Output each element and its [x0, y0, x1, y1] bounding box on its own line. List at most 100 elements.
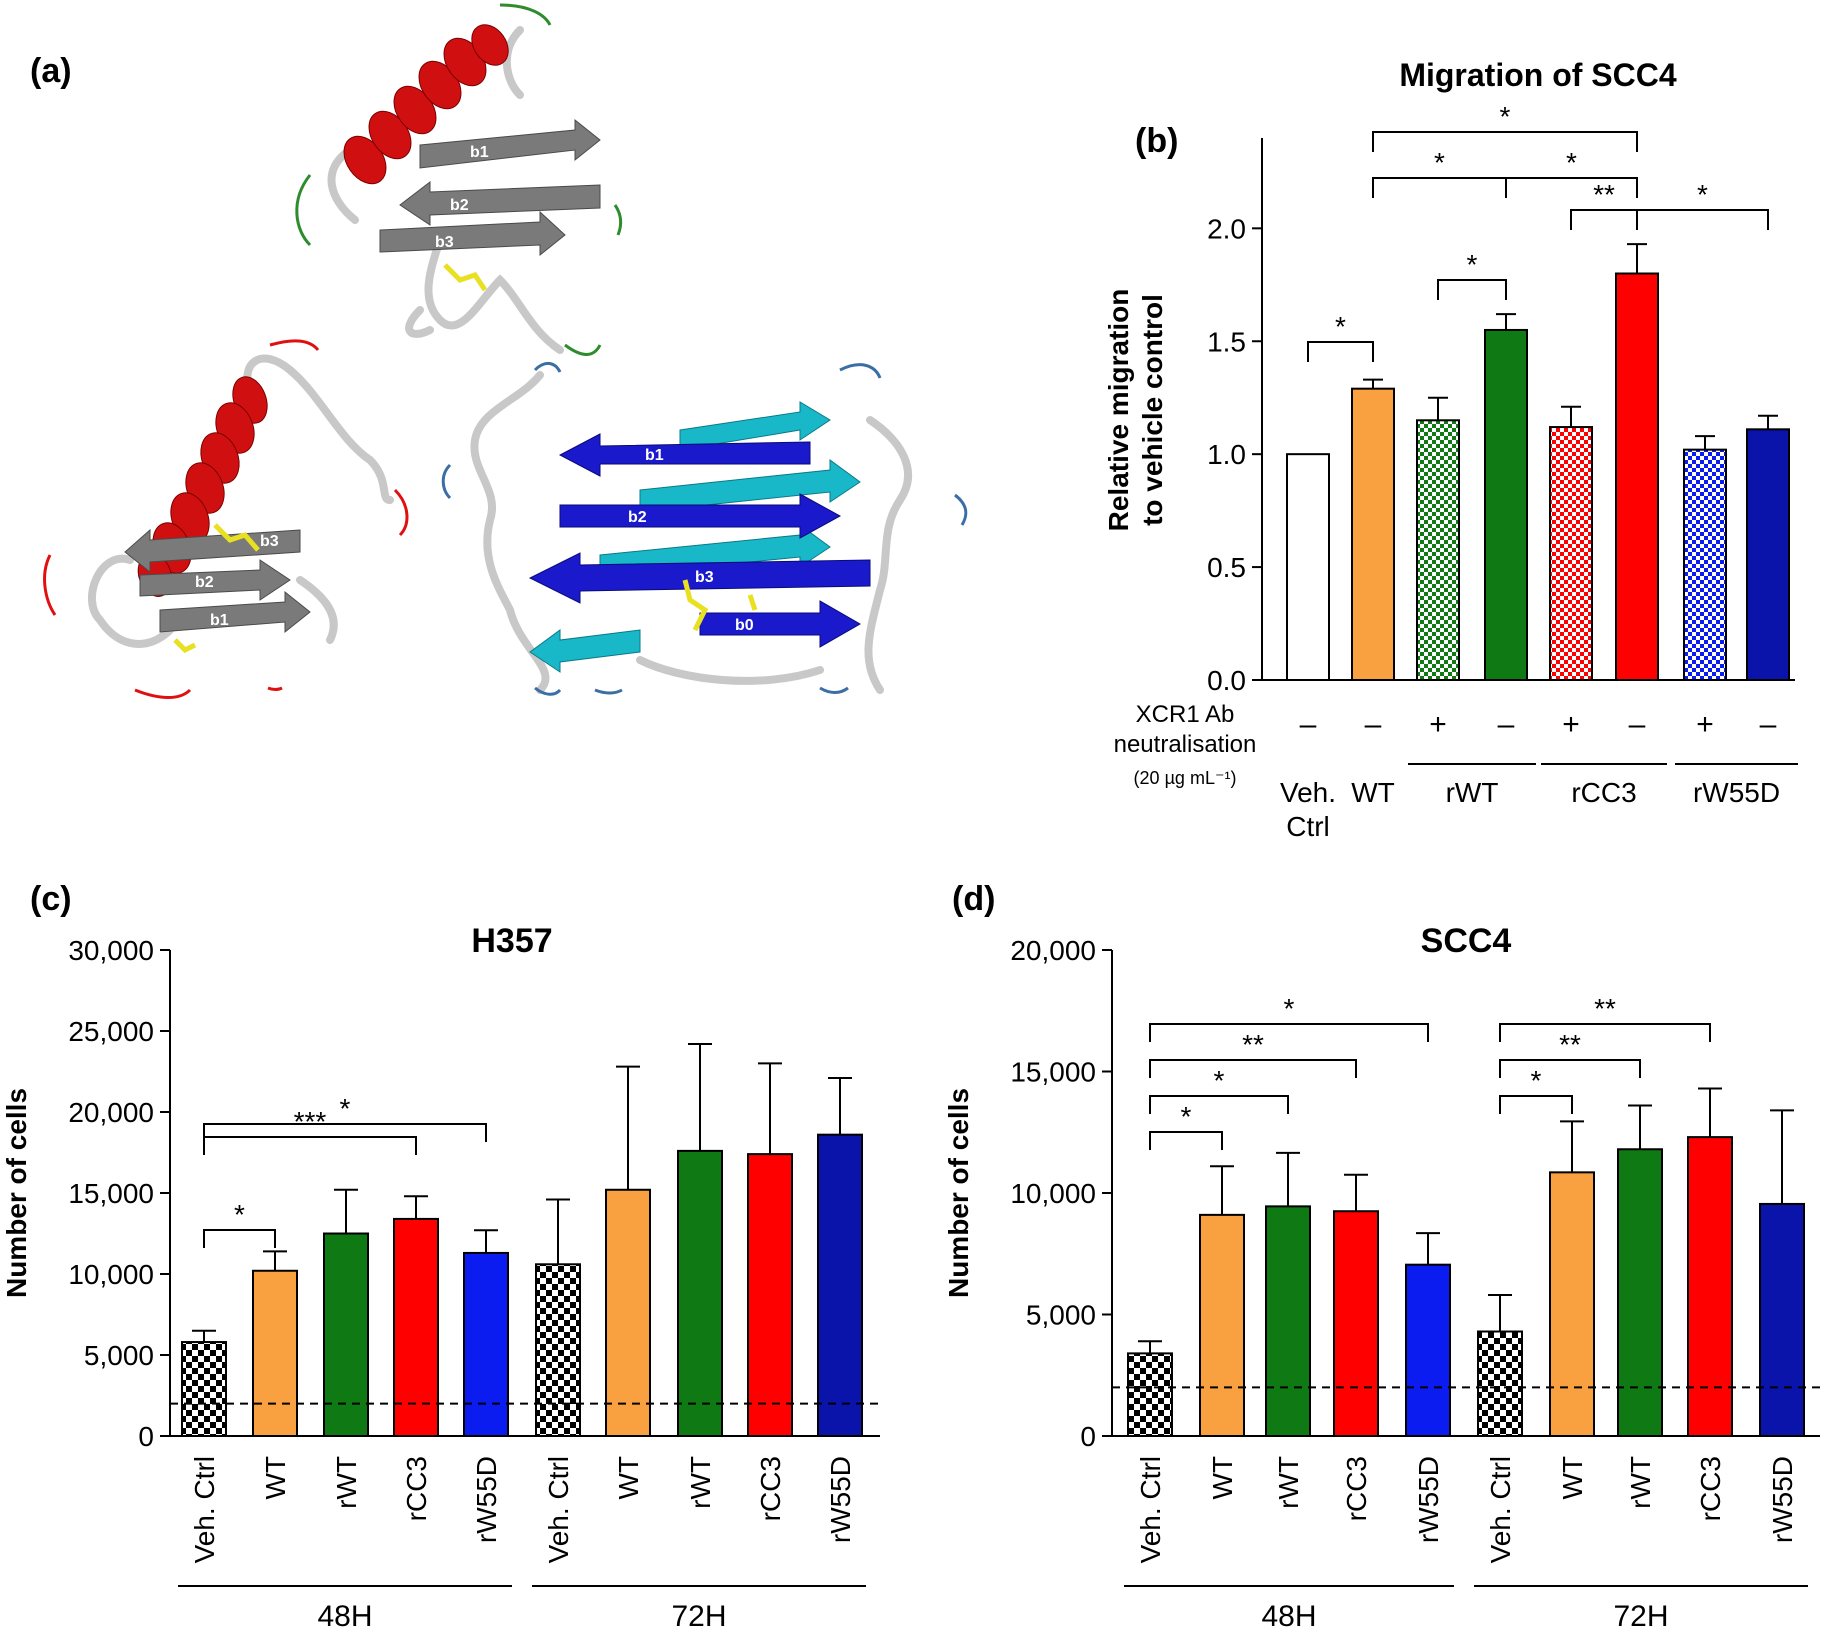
group-label: WT	[1351, 777, 1395, 808]
treatment-sign: +	[1429, 708, 1447, 741]
treatment-label: neutralisation	[1114, 731, 1257, 758]
group-label: Ctrl	[1286, 811, 1330, 842]
time-group-label: 48H	[1261, 1600, 1316, 1631]
chart-title: H357	[471, 922, 552, 960]
significance-label: *	[1697, 179, 1708, 210]
treatment-sign: –	[1629, 708, 1646, 741]
significance-label: ***	[294, 1106, 327, 1137]
y-tick-label: 10,000	[68, 1259, 154, 1290]
bar	[605, 1188, 651, 1438]
treatment-label: XCR1 Ab	[1136, 701, 1235, 728]
significance-bracket	[1372, 131, 1638, 152]
chart-title: SCC4	[1421, 922, 1512, 960]
bar	[1549, 426, 1593, 682]
bar	[1687, 1136, 1733, 1437]
disulfide-bond	[747, 594, 758, 611]
bar	[817, 1133, 863, 1438]
protein-structures: b1 b2 b3	[43, 3, 968, 699]
bar	[1484, 328, 1528, 681]
x-tick-label: Veh. Ctrl	[189, 1456, 220, 1563]
bar	[1199, 1213, 1245, 1437]
group-label: rCC3	[1571, 777, 1636, 808]
significance-bracket	[1499, 1095, 1573, 1114]
x-tick-label: rWT	[1273, 1456, 1304, 1509]
panel-label-c: (c)	[30, 880, 72, 918]
y-tick-label: 1.0	[1207, 439, 1246, 470]
bar	[747, 1153, 793, 1437]
bar	[1333, 1210, 1379, 1437]
h357-chart: H357 Number of cells 0 5,000 10,000 15,000 20,…	[1, 922, 880, 1631]
bar	[535, 1263, 581, 1438]
bar	[1286, 453, 1330, 681]
significance-label: *	[1467, 249, 1478, 280]
strand-label: b2	[195, 574, 214, 591]
x-tick-label: rCC3	[1695, 1456, 1726, 1521]
significance-label: *	[340, 1093, 351, 1124]
group-label: Veh.	[1280, 777, 1336, 808]
significance-bracket	[1437, 279, 1507, 300]
x-tick-label: rCC3	[1341, 1456, 1372, 1521]
y-tick-label: 5,000	[84, 1340, 154, 1371]
y-axis-label: Number of cells	[943, 1088, 974, 1298]
significance-label: **	[1559, 1029, 1581, 1060]
beta-strands	[379, 118, 601, 257]
significance-bracket	[203, 1136, 417, 1155]
alpha-helix	[137, 376, 268, 597]
y-axis-label-line: to vehicle control	[1137, 294, 1168, 526]
bar	[1477, 1330, 1523, 1438]
loop-ribbon	[327, 26, 564, 354]
significance-bracket	[1149, 1059, 1357, 1078]
significance-label: **	[1594, 993, 1616, 1024]
disulfide-bond	[682, 579, 709, 632]
x-tick-label: WT	[260, 1456, 291, 1500]
x-tick-label: rCC3	[401, 1456, 432, 1521]
bar	[1746, 428, 1790, 682]
y-tick-label: 20,000	[1010, 935, 1096, 966]
x-tick-label: Veh. Ctrl	[1135, 1456, 1166, 1563]
x-tick-label: rWT	[331, 1456, 362, 1509]
bar	[1759, 1202, 1805, 1438]
y-tick-label: 0.5	[1207, 552, 1246, 583]
treatment-sign: +	[1696, 708, 1714, 741]
significance-bracket	[1307, 341, 1374, 362]
treatment-sign: –	[1498, 708, 1515, 741]
bar	[463, 1251, 509, 1437]
significance-bracket	[203, 1229, 276, 1248]
treatment-sign: –	[1365, 708, 1382, 741]
significance-label: **	[1242, 1029, 1264, 1060]
y-tick-label: 30,000	[68, 935, 154, 966]
beta-strands	[124, 528, 311, 634]
bar	[1351, 387, 1395, 681]
significance-label: *	[1214, 1065, 1225, 1096]
bar	[1405, 1263, 1451, 1438]
disulfide-bond	[443, 263, 488, 292]
significance-bracket	[1499, 1059, 1641, 1078]
y-tick-label: 20,000	[68, 1097, 154, 1128]
significance-label: *	[1566, 147, 1577, 178]
x-tick-label: rW55D	[825, 1456, 856, 1543]
significance-bracket	[1499, 1023, 1711, 1042]
strand-label: b1	[645, 447, 664, 464]
significance-bracket	[1149, 1023, 1429, 1042]
y-tick-label: 15,000	[1010, 1057, 1096, 1088]
treatment-label: (20 µg mL⁻¹)	[1134, 768, 1237, 788]
bar	[1615, 272, 1659, 681]
y-tick-label: 0.0	[1207, 665, 1246, 696]
x-tick-label: rW55D	[1413, 1456, 1444, 1543]
y-axis-label: Number of cells	[1, 1088, 32, 1298]
y-tick-label: 15,000	[68, 1178, 154, 1209]
y-tick-label: 1.5	[1207, 326, 1246, 357]
y-tick-label: 5,000	[1026, 1300, 1096, 1331]
y-tick-label: 2.0	[1207, 213, 1246, 244]
significance-label: *	[1531, 1065, 1542, 1096]
protein-structure-2: b3 b2 b1	[43, 339, 409, 699]
strand-label: b3	[695, 569, 714, 586]
time-group-label: 48H	[317, 1600, 372, 1631]
group-label: rWT	[1446, 777, 1499, 808]
beta-strands-cyan	[529, 401, 861, 673]
y-axis-label-line: Relative migration	[1103, 289, 1134, 532]
bar	[1683, 448, 1727, 681]
disulfide-bond	[173, 638, 197, 654]
bar	[323, 1232, 369, 1437]
